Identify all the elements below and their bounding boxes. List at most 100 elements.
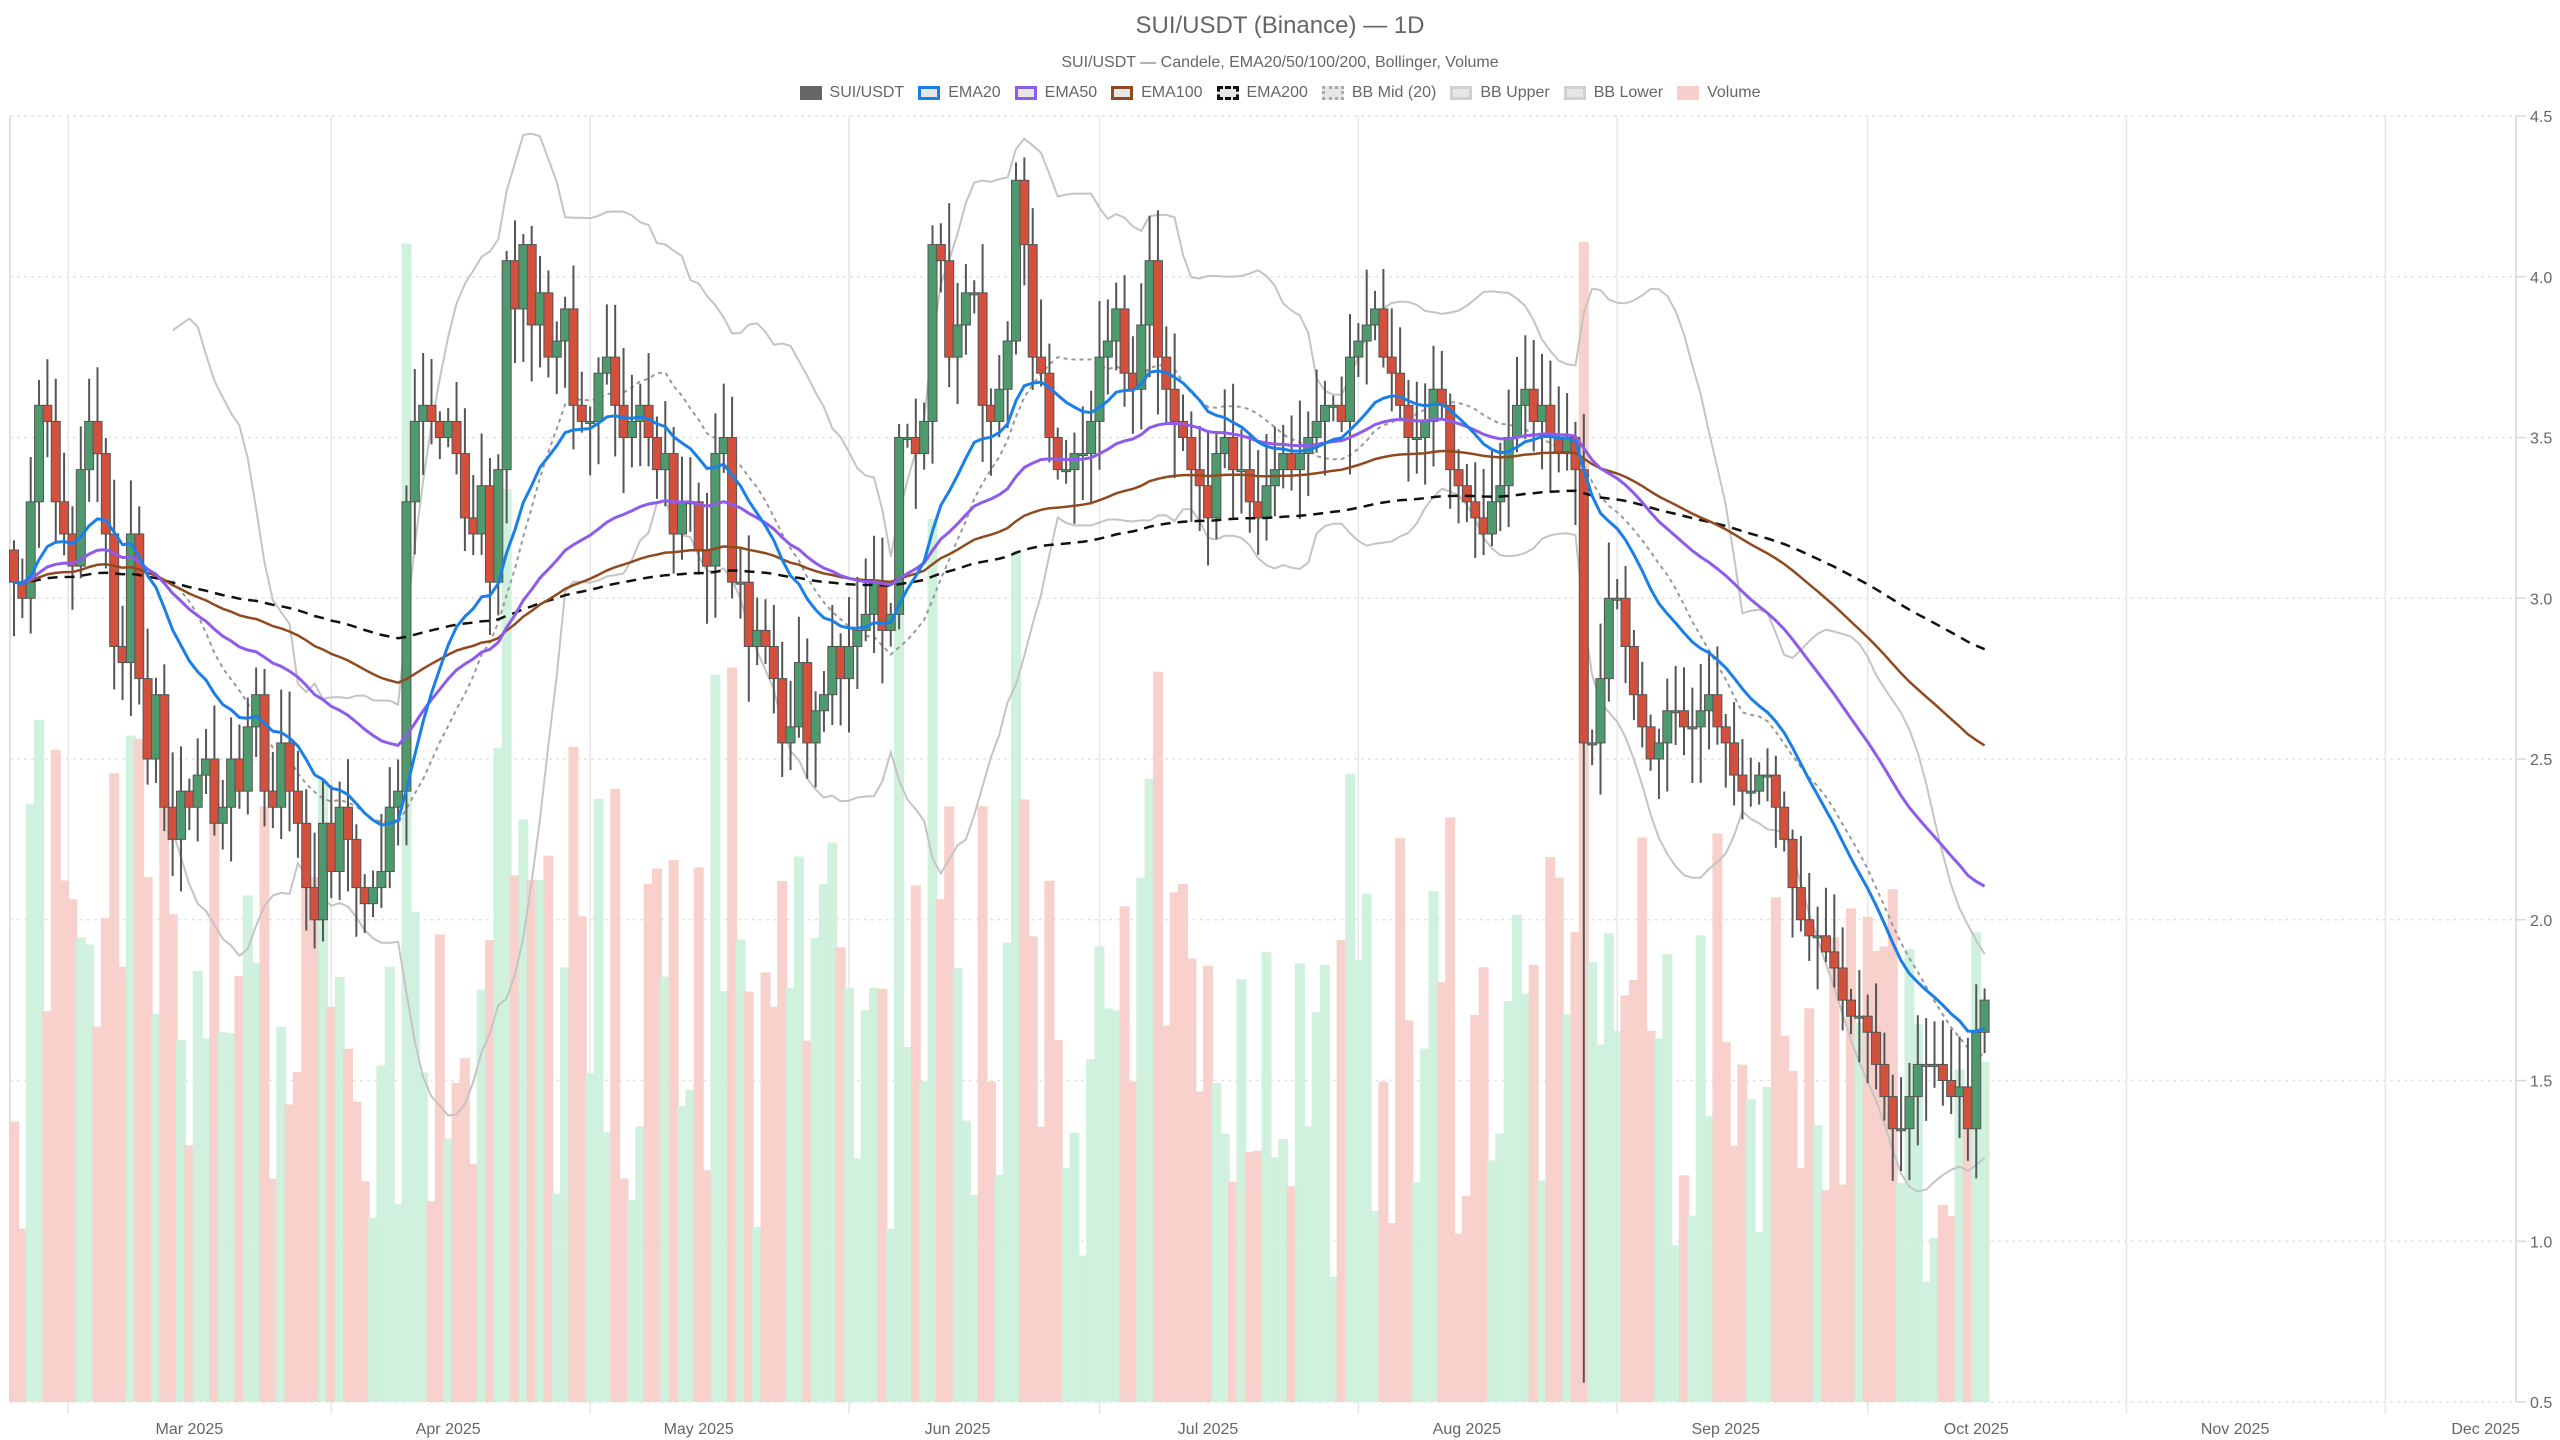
candle-body — [1027, 244, 1038, 358]
volume-bar — [1378, 1081, 1389, 1402]
candle-body — [1002, 340, 1013, 390]
line-swatch-icon — [918, 86, 941, 100]
candle-body — [1779, 806, 1790, 840]
volume-bar — [635, 1126, 646, 1402]
volume-bar — [668, 860, 679, 1402]
chart-legend: SUI/USDT EMA20 EMA50 EMA100 EMA200 BB Mi… — [0, 84, 2560, 102]
volume-bar — [994, 1174, 1005, 1402]
candle-body — [1946, 1080, 1957, 1098]
candle-body — [209, 758, 220, 824]
volume-bar — [267, 1178, 278, 1402]
candle-body — [752, 629, 763, 647]
volume-bar — [1528, 964, 1539, 1402]
candle-body — [468, 517, 479, 535]
candle-body — [459, 453, 470, 519]
volume-bar — [1795, 1167, 1806, 1402]
volume-bar — [1562, 1014, 1573, 1402]
legend-item-ema20[interactable]: EMA20 — [918, 84, 1001, 102]
candle-body — [100, 453, 111, 535]
candle-body — [501, 260, 512, 471]
volume-bar — [1428, 891, 1439, 1402]
volume-bar — [426, 1201, 437, 1402]
volume-bar — [501, 488, 512, 1403]
volume-bar — [510, 875, 520, 1402]
chart-title: SUI/USDT (Binance) — 1D — [1135, 12, 1425, 39]
volume-bar — [1587, 961, 1598, 1402]
volume-bar — [217, 1032, 228, 1402]
volume-bar — [777, 880, 788, 1402]
volume-bar — [969, 1194, 980, 1402]
candle-body — [1253, 501, 1264, 519]
candle-body — [326, 822, 337, 873]
volume-bar — [184, 1145, 195, 1402]
candle-body — [626, 420, 637, 438]
candle-body — [125, 533, 136, 664]
volume-bar — [159, 713, 170, 1402]
volume-bar — [702, 1170, 713, 1402]
legend-item-bb-mid[interactable]: BB Mid (20) — [1321, 84, 1436, 102]
candle-body — [1478, 517, 1489, 535]
candle-body — [1720, 726, 1731, 744]
candle-body — [401, 501, 412, 792]
volume-bar — [1812, 1125, 1823, 1402]
candle-body — [1370, 308, 1381, 326]
volume-bar — [710, 674, 721, 1402]
volume-bar — [301, 873, 312, 1402]
legend-item-ema100[interactable]: EMA100 — [1111, 84, 1203, 102]
candle-body — [1102, 340, 1113, 358]
candle-body — [935, 244, 946, 262]
candle-body — [1019, 179, 1030, 246]
legend-item-bb-upper[interactable]: BB Upper — [1450, 84, 1550, 102]
volume-bar — [1127, 1081, 1138, 1402]
candle-body — [1670, 710, 1681, 714]
volume-bar — [1152, 671, 1163, 1402]
volume-bar — [535, 879, 546, 1402]
legend-item-ema200[interactable]: EMA200 — [1216, 84, 1308, 102]
volume-bar — [1662, 954, 1673, 1402]
x-tick-label: Nov 2025 — [2201, 1421, 2270, 1438]
volume-bar — [1069, 1132, 1080, 1402]
candle-body — [1152, 260, 1163, 358]
volume-bar — [1720, 1042, 1731, 1402]
line-swatch-icon — [1450, 86, 1473, 100]
legend-item-bb-lower[interactable]: BB Lower — [1563, 84, 1664, 102]
volume-bar — [109, 773, 120, 1402]
candle-body — [1495, 485, 1506, 503]
legend-item-ema50[interactable]: EMA50 — [1014, 84, 1097, 102]
candle-body — [1353, 340, 1364, 358]
bb-mid-line — [171, 356, 1985, 1057]
candle-body — [1011, 179, 1021, 342]
volume-bar — [176, 1039, 186, 1402]
candle-body — [1679, 710, 1689, 728]
candle-body — [818, 694, 829, 712]
volume-bar — [785, 987, 796, 1402]
candle-body — [259, 694, 270, 792]
candle-body — [1745, 790, 1756, 794]
volume-bar — [1645, 1030, 1656, 1402]
candle-body — [1904, 1096, 1915, 1130]
candle-body — [543, 292, 554, 358]
volume-bar — [384, 966, 395, 1402]
candle-body — [568, 308, 579, 406]
candle-body — [1136, 324, 1147, 390]
candle-body — [1336, 404, 1347, 422]
legend-label: BB Upper — [1480, 84, 1550, 101]
candle-body — [1537, 404, 1548, 422]
volume-bar — [1453, 1233, 1464, 1402]
candle-body — [1119, 308, 1130, 374]
y-tick-label: 3.0 — [2530, 591, 2552, 608]
volume-bar — [1787, 1070, 1798, 1402]
candle-body — [368, 887, 379, 905]
candle-body — [1595, 678, 1606, 744]
candle-body — [292, 790, 303, 824]
volume-bar — [1011, 550, 1021, 1402]
volume-bar — [860, 1010, 871, 1402]
candle-body — [1453, 469, 1464, 487]
candle-body — [1795, 887, 1806, 921]
legend-item-price[interactable]: SUI/USDT — [799, 84, 904, 102]
candle-body — [768, 645, 779, 680]
legend-label: BB Lower — [1593, 84, 1664, 101]
volume-bar — [1962, 1121, 1973, 1402]
legend-item-volume[interactable]: Volume — [1677, 84, 1760, 102]
